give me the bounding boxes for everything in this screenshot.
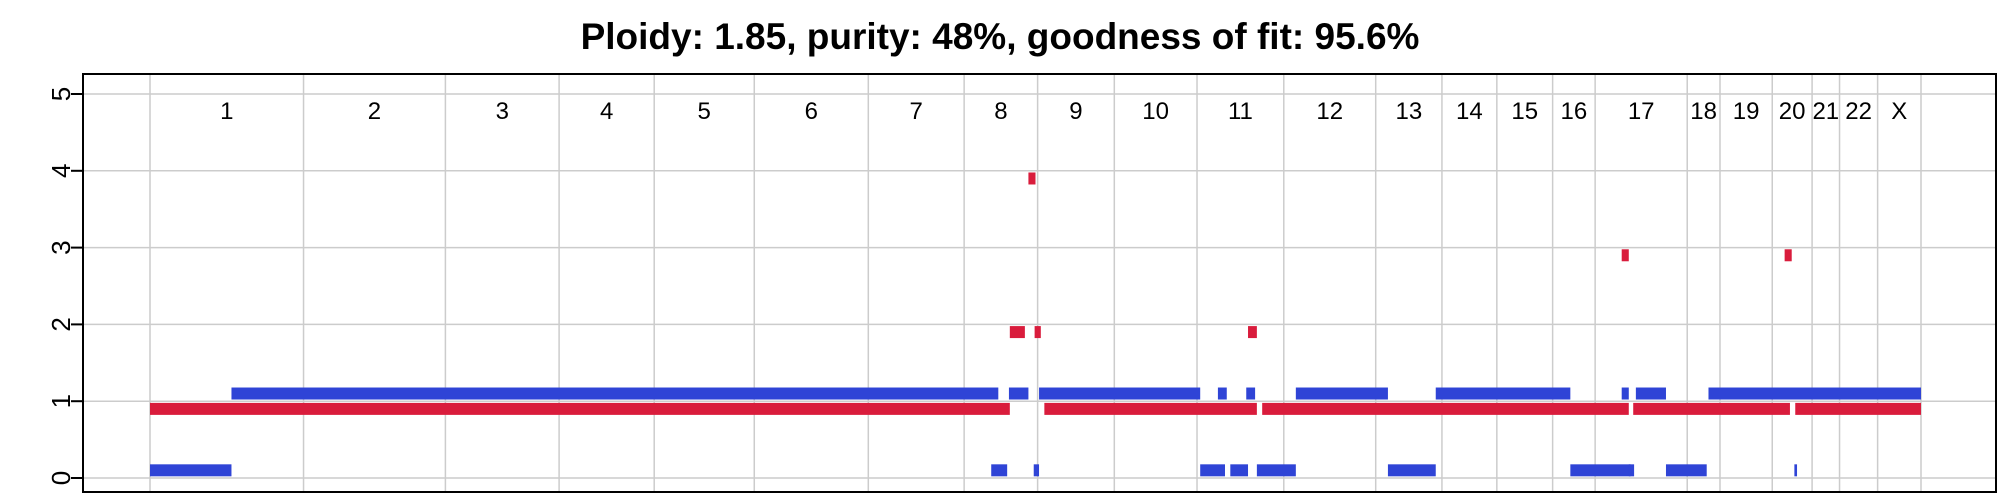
- minor-allele-segment: [1008, 387, 1029, 400]
- minor-allele-segment: [1217, 387, 1227, 400]
- major-allele-segment: [1621, 249, 1629, 262]
- chromosome-label: 11: [1228, 98, 1253, 125]
- chromosome-label: 1: [220, 98, 233, 125]
- minor-allele-segment: [1039, 387, 1201, 400]
- minor-allele-segment: [150, 464, 232, 477]
- major-allele-segment: [1784, 249, 1792, 262]
- segments-layer: [150, 172, 1921, 477]
- minor-allele-segment: [991, 464, 1008, 477]
- y-tick-label: 2: [46, 317, 76, 331]
- chromosome-label: 12: [1316, 98, 1343, 125]
- minor-allele-segment: [1033, 464, 1040, 477]
- minor-allele-segment: [1295, 387, 1388, 400]
- chromosome-label: 9: [1069, 98, 1082, 125]
- grid-layer: [83, 74, 1996, 492]
- major-allele-segment: [1009, 326, 1025, 339]
- chromosome-label: 19: [1733, 98, 1760, 125]
- major-allele-segment: [1028, 172, 1036, 185]
- chromosome-label: 13: [1395, 98, 1422, 125]
- y-tick-label: 1: [46, 394, 76, 408]
- chromosome-label: 3: [496, 98, 509, 125]
- chromosome-label: 17: [1628, 98, 1655, 125]
- minor-allele-segment: [1665, 464, 1707, 477]
- chromosome-label: 2: [368, 98, 381, 125]
- major-allele-segment: [1248, 326, 1257, 339]
- chromosome-label: 6: [805, 98, 818, 125]
- y-tick-label: 3: [46, 240, 76, 254]
- minor-allele-segment: [1794, 464, 1798, 477]
- major-allele-segment: [1262, 402, 1629, 415]
- minor-allele-segment: [1230, 464, 1249, 477]
- minor-allele-segment: [1635, 387, 1666, 400]
- minor-allele-segment: [1200, 464, 1225, 477]
- minor-allele-segment: [1621, 387, 1629, 400]
- minor-allele-segment: [1570, 464, 1631, 477]
- chromosome-label: 5: [698, 98, 711, 125]
- chromosome-label: 15: [1511, 98, 1538, 125]
- plot-frame: [82, 73, 1997, 493]
- minor-allele-segment: [1435, 387, 1571, 400]
- y-tick-label: 0: [46, 471, 76, 485]
- minor-allele-segment: [1708, 387, 1921, 400]
- chromosome-label: 16: [1561, 98, 1588, 125]
- chromosome-label: X: [1891, 98, 1907, 125]
- chromosome-label: 7: [910, 98, 923, 125]
- y-tick-label: 5: [46, 87, 76, 101]
- chromosome-label: 22: [1845, 98, 1872, 125]
- chart-title: Ploidy: 1.85, purity: 48%, goodness of f…: [580, 16, 1420, 57]
- minor-allele-segment: [1246, 387, 1256, 400]
- major-allele-segment: [150, 402, 1010, 415]
- major-allele-segment: [1044, 402, 1257, 415]
- chromosome-label: 21: [1812, 98, 1839, 125]
- chromosome-label: 10: [1142, 98, 1169, 125]
- y-tick-label: 4: [46, 164, 76, 178]
- major-allele-segment: [1795, 402, 1921, 415]
- minor-allele-segment: [1628, 464, 1635, 477]
- y-axis: 0 1 2 3 4 5: [46, 87, 83, 485]
- minor-allele-segment: [231, 387, 999, 400]
- minor-allele-segment: [1387, 464, 1436, 477]
- chromosome-label: 4: [600, 98, 613, 125]
- major-allele-segment: [1633, 402, 1790, 415]
- chromosome-label: 18: [1690, 98, 1717, 125]
- chromosome-label: 20: [1779, 98, 1806, 125]
- chromosome-label: 14: [1456, 98, 1483, 125]
- minor-allele-segment: [1256, 464, 1296, 477]
- labels-layer: 1 2 3 4 5 6 7 8 9 10 11 12 13 14 15 16 17 18 19 20 21 22 X: [220, 98, 1907, 125]
- chromosome-label: 8: [994, 98, 1007, 125]
- major-allele-segment: [1034, 326, 1041, 339]
